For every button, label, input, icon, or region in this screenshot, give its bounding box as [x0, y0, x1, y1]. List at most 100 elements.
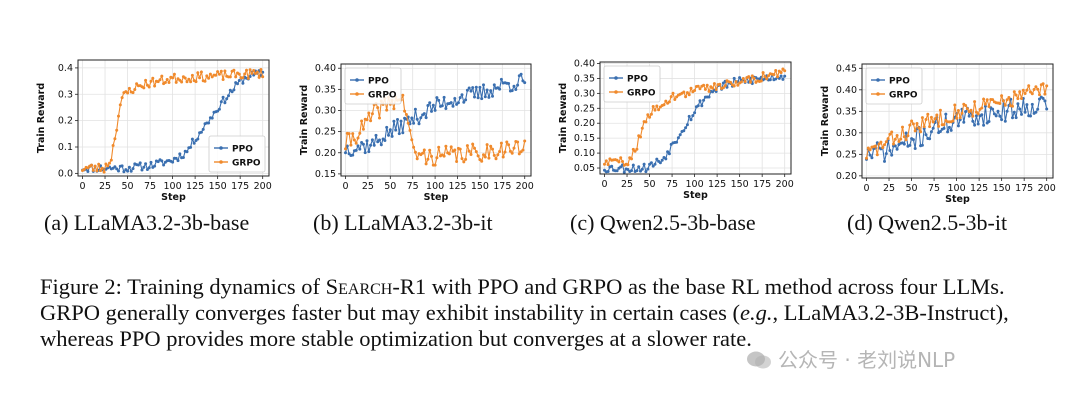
caption-method-suffix: -R1 — [392, 274, 427, 299]
data-point — [767, 74, 770, 78]
y-tick-label: 0.0 — [58, 168, 73, 179]
data-point — [216, 70, 220, 74]
data-point — [1041, 96, 1045, 100]
series-ppo — [344, 72, 527, 157]
data-point — [360, 119, 364, 123]
data-point — [648, 115, 652, 119]
data-point — [453, 97, 457, 100]
data-point — [640, 167, 644, 171]
data-point — [687, 93, 691, 97]
data-point — [189, 80, 193, 84]
data-point — [669, 95, 673, 99]
data-point — [928, 125, 932, 129]
data-point — [97, 162, 101, 166]
data-point — [987, 120, 991, 123]
x-tick-label: 150 — [993, 183, 1011, 194]
data-point — [199, 70, 203, 74]
data-point — [996, 109, 1000, 113]
data-point — [938, 108, 942, 112]
data-point — [741, 77, 745, 80]
data-point — [122, 170, 126, 174]
data-point — [214, 73, 218, 77]
data-point — [973, 123, 977, 127]
caption-method-name: Search — [325, 274, 393, 299]
data-point — [426, 104, 430, 107]
data-point — [207, 121, 211, 125]
data-point — [127, 165, 131, 169]
data-point — [676, 136, 680, 140]
data-point — [447, 152, 451, 156]
data-point — [442, 95, 446, 99]
data-point — [933, 117, 937, 121]
chart-panel-3: 0.05 0.10 0.15 0.20 0.25 0.30 0.35 0.40 0 25 50 75 1… — [558, 58, 794, 201]
data-point — [433, 163, 437, 167]
data-point — [1038, 93, 1041, 97]
data-point — [149, 79, 153, 83]
data-point — [126, 91, 130, 95]
data-point — [174, 80, 178, 84]
data-point — [1034, 85, 1038, 89]
data-point — [689, 86, 693, 90]
data-point — [437, 145, 441, 149]
data-point — [617, 160, 621, 164]
data-point — [944, 112, 948, 116]
data-point — [1000, 118, 1004, 122]
data-point — [433, 108, 437, 112]
data-point — [501, 155, 505, 159]
series-grpo — [603, 67, 787, 167]
data-point — [1034, 110, 1038, 114]
data-point — [464, 157, 468, 161]
data-point — [503, 150, 507, 154]
data-point — [998, 102, 1002, 105]
x-tick-label: 200 — [254, 181, 272, 192]
data-point — [886, 137, 890, 141]
data-point — [911, 122, 915, 126]
data-point — [1018, 107, 1022, 111]
data-point — [606, 170, 610, 173]
data-point — [106, 164, 110, 168]
y-tick-label: 0.05 — [574, 163, 595, 174]
data-point — [707, 89, 711, 93]
data-point — [904, 131, 908, 135]
wechat-icon — [747, 351, 771, 369]
data-point — [507, 82, 511, 85]
data-point — [743, 80, 747, 84]
data-point — [512, 84, 516, 88]
data-point — [187, 77, 191, 81]
data-point — [658, 161, 662, 165]
data-point — [729, 80, 733, 84]
data-point — [349, 143, 353, 147]
data-point — [158, 78, 162, 82]
y-tick-label: 0.40 — [836, 85, 857, 96]
data-point — [928, 137, 932, 141]
data-point — [483, 155, 487, 159]
data-point — [245, 68, 248, 72]
data-point — [991, 98, 995, 102]
data-point — [426, 157, 430, 161]
data-point — [664, 157, 668, 161]
data-point — [619, 156, 623, 160]
data-point — [510, 151, 514, 155]
data-point — [90, 163, 93, 167]
data-point — [483, 95, 487, 99]
data-point — [370, 138, 374, 142]
x-tick-label: 25 — [99, 181, 111, 192]
data-point — [344, 151, 347, 155]
x-tick-label: 50 — [906, 183, 918, 194]
data-point — [234, 75, 238, 79]
data-point — [135, 82, 139, 86]
data-point — [732, 84, 736, 88]
x-axis-label: Step — [683, 190, 708, 201]
data-point — [1014, 116, 1018, 120]
data-point — [644, 120, 648, 124]
chart-panel-1: 0.0 0.1 0.2 0.3 0.4 0 25 50 75 100 125 150 175 200 Ste… — [36, 59, 272, 203]
data-point — [890, 130, 894, 134]
data-point — [938, 130, 942, 133]
data-point — [985, 98, 989, 102]
data-point — [895, 147, 899, 151]
data-point — [131, 91, 135, 95]
data-point — [431, 103, 435, 107]
data-point — [167, 81, 171, 84]
data-point — [419, 116, 423, 120]
data-point — [91, 168, 95, 172]
